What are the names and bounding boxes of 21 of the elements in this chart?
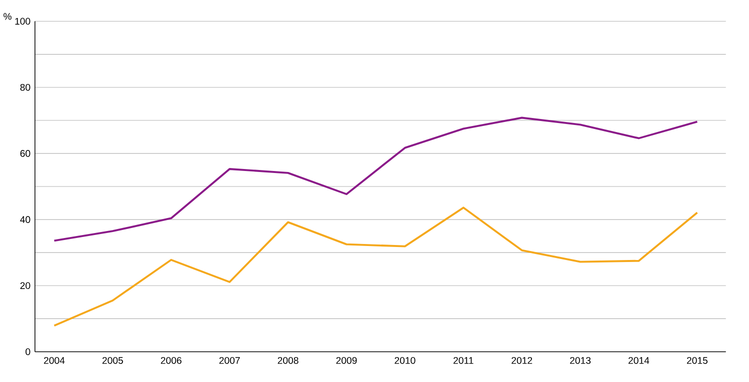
y-tick-label: 60 xyxy=(20,150,30,158)
x-tick-label: 2009 xyxy=(336,357,357,364)
y-tick-label: 100 xyxy=(15,18,30,25)
x-tick-label: 2007 xyxy=(219,357,240,364)
y-tick-label: 20 xyxy=(20,282,30,290)
x-tick-label: 2005 xyxy=(102,357,123,364)
x-tick-label: 2010 xyxy=(394,357,416,364)
y-tick-label: 0 xyxy=(26,348,30,356)
y-tick-label: 80 xyxy=(20,84,30,91)
x-tick-label: 2004 xyxy=(44,357,65,364)
x-tick-label: 2011 xyxy=(454,357,474,364)
y-tick-label: 40 xyxy=(20,216,30,224)
x-tick-label: 2013 xyxy=(570,357,591,364)
y-axis-title: % xyxy=(4,13,12,20)
x-tick-label: 2012 xyxy=(512,357,532,364)
line-series xyxy=(53,116,698,242)
x-tick-label: 2014 xyxy=(628,357,650,364)
line-series xyxy=(53,206,698,327)
x-tick-label: 2015 xyxy=(686,357,708,364)
x-tick-label: 2008 xyxy=(278,357,298,364)
x-tick-label: 2006 xyxy=(160,357,182,364)
